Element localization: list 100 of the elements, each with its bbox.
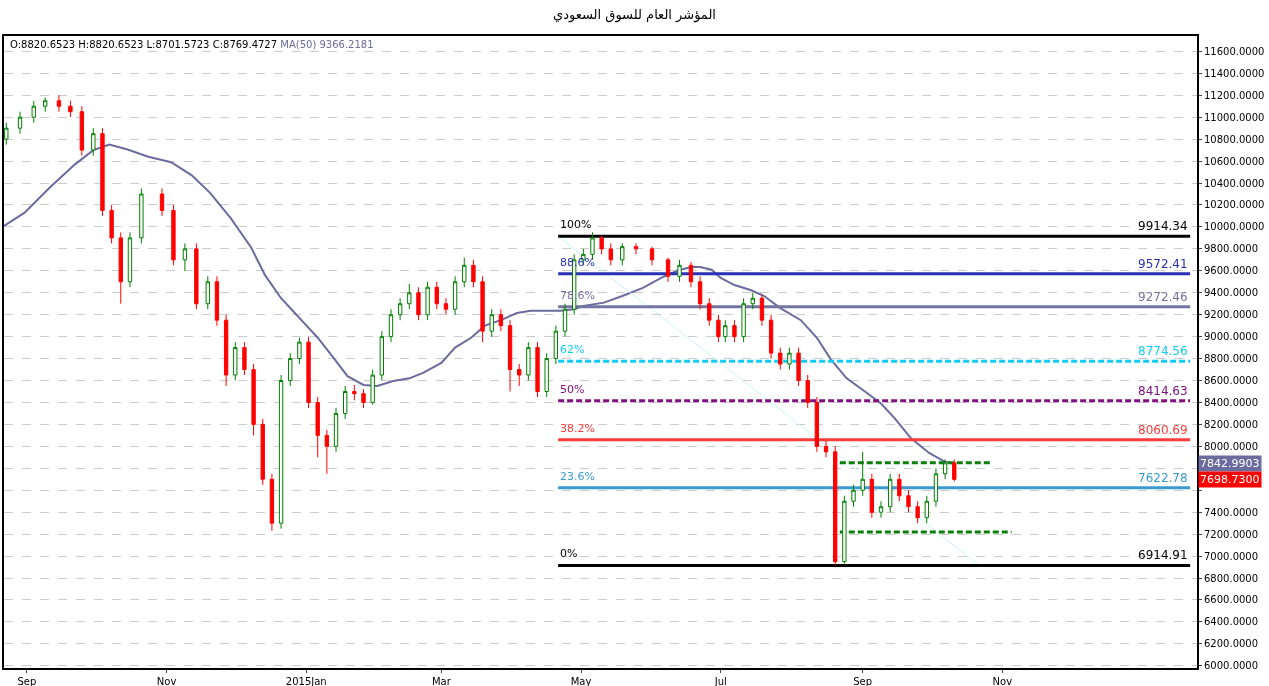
candlestick xyxy=(723,319,728,343)
annotation: 8060.69 xyxy=(1138,423,1188,437)
candlestick xyxy=(379,330,384,382)
candlestick xyxy=(297,337,302,365)
candlestick xyxy=(139,188,144,244)
y-tick-label: 11600.0000 xyxy=(1204,45,1265,57)
candlestick xyxy=(665,257,671,283)
candlestick xyxy=(480,275,485,343)
candlestick xyxy=(324,429,330,475)
candlestick xyxy=(100,127,105,217)
y-tick-label: 9000.0000 xyxy=(1204,331,1259,343)
candlestick xyxy=(796,347,801,387)
candlestick xyxy=(887,473,893,513)
candlestick xyxy=(677,259,682,283)
y-tick-label: 6200.0000 xyxy=(1204,638,1259,650)
candlestick xyxy=(915,500,920,524)
text: 7842.9903 xyxy=(1200,457,1260,470)
candlestick xyxy=(171,204,176,266)
candlestick xyxy=(434,281,439,310)
candlestick xyxy=(741,297,746,343)
y-tick-label: 6000.0000 xyxy=(1204,660,1259,672)
candlestick xyxy=(498,308,504,332)
candlestick xyxy=(823,440,829,458)
candlestick xyxy=(31,100,36,124)
candlestick xyxy=(933,467,939,508)
candlestick xyxy=(333,407,339,453)
series-label: 100% xyxy=(560,218,592,231)
annotation: 8774.56 xyxy=(1138,344,1188,358)
x-tick-label: Nov xyxy=(156,676,177,686)
y-tick-label: 10200.0000 xyxy=(1204,199,1265,211)
candlestick xyxy=(56,94,62,113)
annotation: 7622.78 xyxy=(1138,471,1188,485)
y-tick-label: 8400.0000 xyxy=(1204,396,1259,408)
candlestick xyxy=(906,489,911,513)
series-label: 0% xyxy=(560,547,578,560)
candlestick xyxy=(608,242,613,266)
y-tick-label: 9800.0000 xyxy=(1204,243,1259,255)
candlestick xyxy=(260,418,265,486)
candlestick xyxy=(805,374,810,409)
candlestick xyxy=(79,105,85,157)
x-tick-label: Nov xyxy=(992,676,1013,686)
y-tick-label: 10000.0000 xyxy=(1204,221,1265,233)
candlestick xyxy=(897,473,902,502)
candlestick xyxy=(750,292,755,310)
candlestick xyxy=(507,319,513,392)
candlestick xyxy=(620,242,625,266)
candlestick xyxy=(526,341,531,382)
candlestick xyxy=(315,396,320,458)
candlestick xyxy=(425,281,430,321)
candlestick xyxy=(288,352,293,387)
candlestick xyxy=(91,127,96,157)
candlestick xyxy=(952,459,957,482)
candlestick xyxy=(233,341,238,382)
candlestick xyxy=(127,231,133,288)
candlestick xyxy=(223,314,229,387)
candlestick xyxy=(214,275,220,327)
candlestick xyxy=(544,352,549,398)
candlestick xyxy=(759,294,765,327)
candlestick xyxy=(242,341,247,376)
annotation: 6914.91 xyxy=(1138,548,1188,562)
candlestick xyxy=(251,363,256,436)
candlestick xyxy=(517,363,522,387)
candlestick xyxy=(633,242,639,255)
candlestick xyxy=(462,257,467,288)
candlestick xyxy=(443,297,449,316)
candlestick xyxy=(182,242,188,272)
candlestick xyxy=(306,336,311,409)
candlestick xyxy=(851,484,856,508)
x-tick-label: Mar xyxy=(431,676,452,686)
y-tick-label: 8600.0000 xyxy=(1204,375,1259,387)
y-tick-label: 6800.0000 xyxy=(1204,572,1259,584)
candlestick xyxy=(869,473,875,519)
candlestick xyxy=(159,188,165,217)
candlestick xyxy=(878,500,884,519)
candlestick xyxy=(716,314,721,343)
y-tick-label: 7400.0000 xyxy=(1204,506,1259,518)
text: MA(50) 9366.2181 xyxy=(280,39,374,50)
y-tick-label: 8200.0000 xyxy=(1204,418,1259,430)
series-label: 38.2% xyxy=(560,422,595,435)
candlestick xyxy=(68,100,73,118)
candlestick xyxy=(489,308,494,338)
candlestick xyxy=(732,319,737,343)
text: 7698.7300 xyxy=(1200,473,1260,486)
candlestick xyxy=(17,111,23,135)
candlestick xyxy=(269,473,275,532)
candlestick xyxy=(118,231,123,305)
y-tick-label: 6400.0000 xyxy=(1204,616,1259,628)
candlestick xyxy=(43,96,48,113)
y-tick-label: 8800.0000 xyxy=(1204,353,1259,365)
candlestick xyxy=(407,283,412,310)
y-tick-label: 10400.0000 xyxy=(1204,177,1265,189)
candlestick xyxy=(787,347,792,371)
series-label: 23.6% xyxy=(560,470,595,483)
y-tick-label: 9600.0000 xyxy=(1204,265,1259,277)
candlestick xyxy=(707,297,712,327)
y-tick-label: 9400.0000 xyxy=(1204,287,1259,299)
candlestick xyxy=(205,275,210,310)
candlestick xyxy=(416,286,421,321)
y-tick-label: 7200.0000 xyxy=(1204,528,1259,540)
candlestick xyxy=(768,314,774,360)
